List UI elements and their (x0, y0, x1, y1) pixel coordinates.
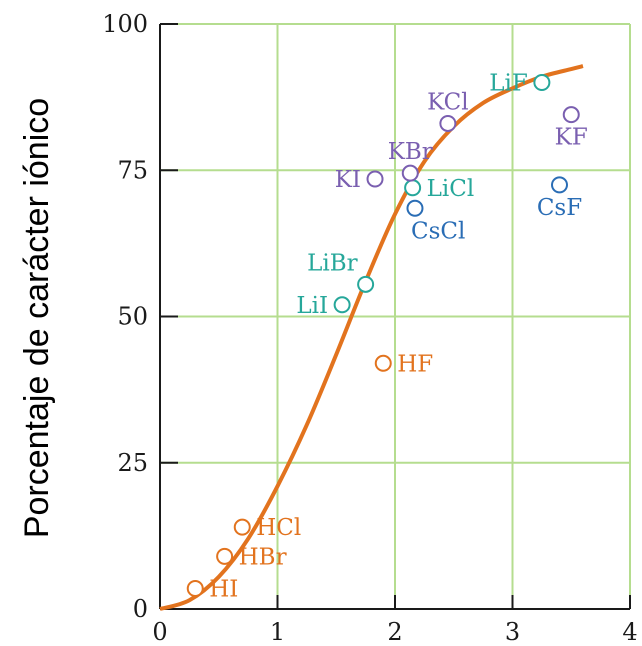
label-hi: HI (209, 577, 238, 603)
x-tick-label: 1 (270, 618, 285, 646)
data-points (186, 74, 580, 598)
label-ki: KI (335, 167, 361, 193)
label-kbr: KBr (388, 139, 433, 165)
x-tick-label: 3 (505, 618, 520, 646)
label-kcl: KCl (427, 89, 469, 115)
y-tick-label: 75 (117, 156, 148, 184)
point-hbr (216, 547, 234, 565)
point-kf (562, 106, 580, 124)
point-csf (551, 176, 568, 194)
point-hi (186, 580, 204, 598)
point-kbr (401, 164, 419, 182)
label-hbr: HBr (239, 544, 287, 570)
label-licl: LiCl (427, 176, 475, 202)
x-tick-label: 2 (387, 618, 402, 646)
y-axis-label: Porcentaje de carácter iónico (18, 98, 56, 538)
x-tick-labels: 0 1 2 3 4 (152, 618, 637, 646)
point-libr (357, 275, 375, 293)
y-tick-label: 0 (133, 595, 148, 623)
point-lif (533, 74, 551, 91)
label-csf: CsF (537, 195, 582, 221)
y-tick-label: 25 (117, 449, 148, 477)
label-hcl: HCl (256, 515, 301, 541)
y-tick-label: 50 (117, 303, 148, 331)
axes (159, 23, 631, 610)
label-lii: LiI (296, 293, 328, 319)
x-tick-label: 4 (622, 618, 637, 646)
point-kcl (439, 114, 457, 132)
grid-lines (160, 23, 631, 609)
point-licl (404, 179, 422, 197)
label-libr: LiBr (307, 250, 358, 276)
x-tick-label: 0 (152, 618, 167, 646)
label-kf: KF (555, 125, 588, 151)
point-lii (333, 296, 351, 314)
label-lif: LiF (489, 71, 528, 97)
point-cscl (406, 199, 424, 217)
y-tick-label: 100 (102, 10, 148, 38)
point-ki (366, 170, 384, 188)
label-hf: HF (397, 351, 433, 377)
point-hf (374, 354, 392, 372)
label-cscl: CsCl (411, 218, 465, 244)
trend-curve (159, 64, 584, 611)
y-tick-labels: 0 25 50 75 100 (102, 10, 148, 623)
point-hcl (233, 518, 251, 536)
